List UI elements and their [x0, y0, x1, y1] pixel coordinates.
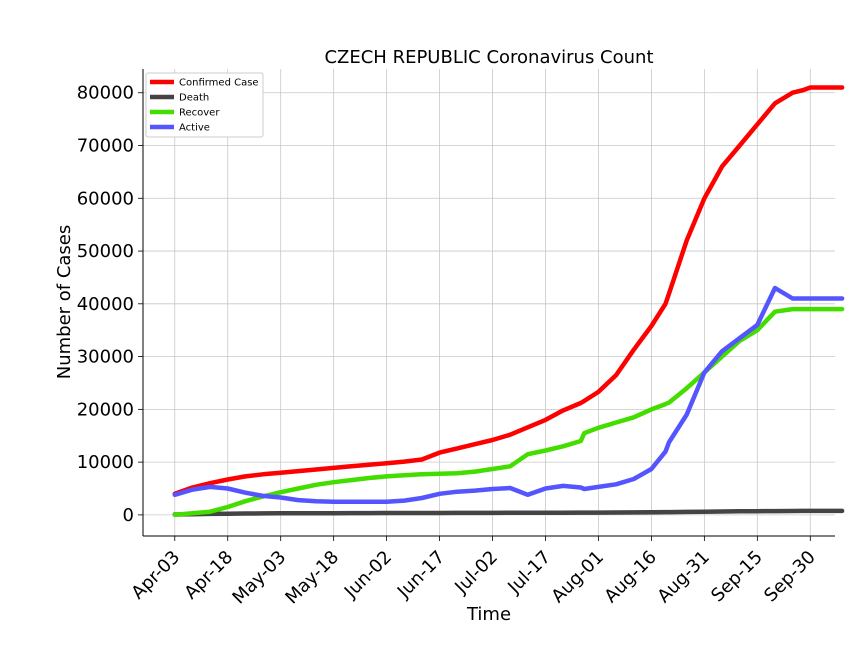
x-tick-label: Apr-03 — [127, 547, 184, 604]
legend-label: Active — [179, 123, 210, 134]
legend-label: Recover — [179, 108, 220, 119]
y-tick-label: 50000 — [77, 241, 134, 262]
y-tick-label: 80000 — [77, 83, 134, 104]
legend-label: Death — [179, 93, 209, 104]
x-tick-label: Sep-30 — [760, 547, 820, 607]
x-axis-label: Time — [466, 604, 511, 625]
y-tick-label: 30000 — [77, 347, 134, 368]
y-tick-label: 10000 — [77, 452, 134, 473]
legend-label: Confirmed Case — [179, 78, 259, 89]
x-tick-label: Jul-17 — [503, 547, 555, 599]
x-tick-label: Aug-31 — [653, 547, 713, 607]
axes — [142, 69, 835, 537]
series-line-confirmed-case — [172, 85, 845, 497]
series-line-recover — [172, 306, 845, 518]
y-ticks: 0 10000 20000 30000 40000 50000 60000 70000 8000… — [77, 83, 143, 526]
y-tick-label: 60000 — [77, 188, 134, 209]
x-tick-label: Sep-15 — [707, 547, 767, 607]
chart-title: CZECH REPUBLIC Coronavirus Count — [324, 47, 653, 68]
x-tick-label: Jun-17 — [393, 547, 449, 603]
y-tick-label: 40000 — [77, 294, 134, 315]
y-tick-label: 70000 — [77, 136, 134, 157]
x-tick-label: Jun-02 — [340, 547, 396, 603]
plot-background — [143, 69, 835, 536]
y-tick-label: 0 — [123, 505, 134, 526]
x-tick-label: Jul-02 — [450, 547, 502, 599]
series-line-death — [172, 508, 845, 517]
x-tick-label: Aug-01 — [547, 547, 607, 607]
x-tick-label: May-18 — [281, 547, 343, 609]
legend-box — [145, 72, 264, 138]
x-tick-label: May-03 — [229, 547, 291, 609]
series-line-active — [172, 285, 845, 504]
y-axis-label: Number of Cases — [54, 225, 75, 380]
x-tick-label: Aug-16 — [600, 547, 660, 607]
series-layer — [172, 85, 845, 518]
y-tick-label: 20000 — [77, 399, 134, 420]
legend: Confirmed Case Death Recover Active — [145, 72, 264, 138]
